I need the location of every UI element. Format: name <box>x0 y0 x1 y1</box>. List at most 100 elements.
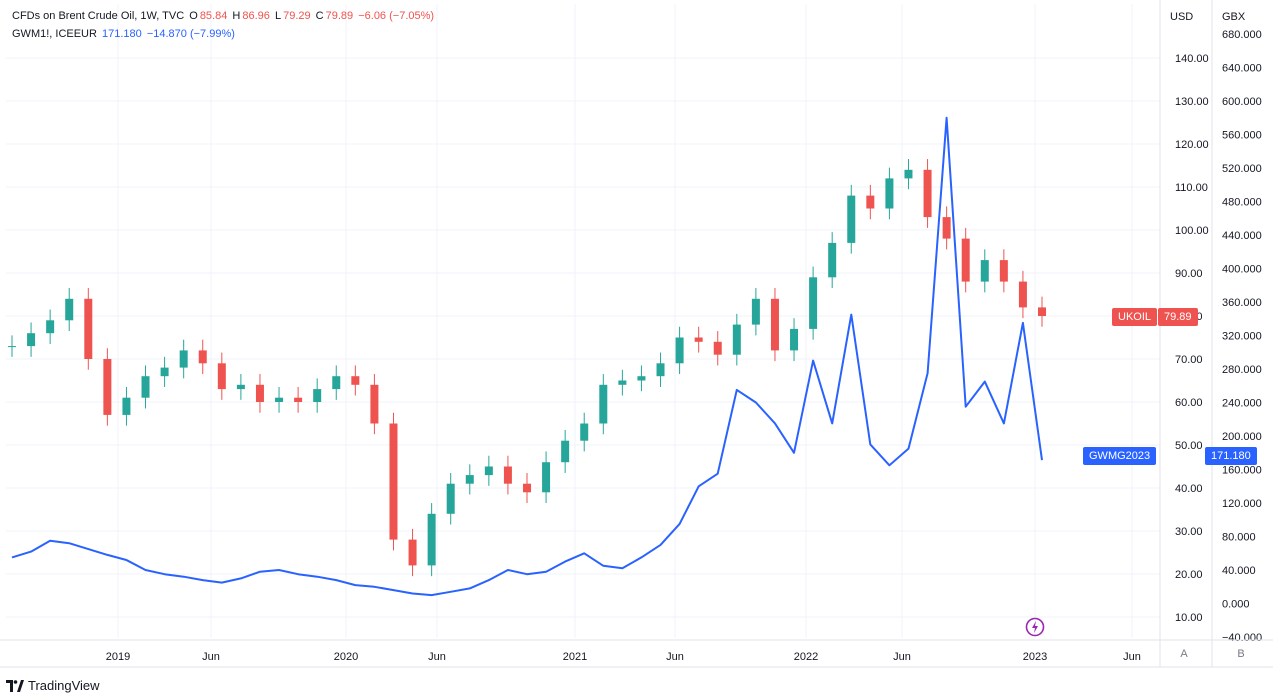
candle-body <box>1018 281 1027 308</box>
candle-body <box>618 380 627 385</box>
candle-body <box>675 337 684 364</box>
candle <box>275 386 284 413</box>
tradingview-logo[interactable]: TradingView <box>6 678 100 693</box>
candle <box>751 288 760 336</box>
candle-body <box>751 298 760 325</box>
gbx-tick-label: 160.000 <box>1222 465 1262 477</box>
legend-h-value: 86.96 <box>242 10 270 22</box>
candle <box>179 339 188 379</box>
candle-body <box>198 350 207 364</box>
gbx-tick-label: 320.000 <box>1222 331 1262 343</box>
candle-body <box>999 260 1008 282</box>
gbx-axis-label: GBX <box>1222 11 1246 23</box>
legend-main: CFDs on Brent Crude Oil, 1W, TVC O 85.84 … <box>12 10 436 22</box>
time-tick-label: 2019 <box>106 651 130 663</box>
candle <box>389 412 398 551</box>
usd-tick-label: 50.00 <box>1175 440 1203 452</box>
candle-body <box>1038 307 1046 316</box>
gbx-tick-label: 40.000 <box>1222 565 1256 577</box>
candle <box>351 365 360 396</box>
candle <box>942 206 951 250</box>
gbx-tick-label: 640.000 <box>1222 63 1262 75</box>
legend-compare-value: 171.180 <box>102 28 142 40</box>
gbx-tick-label: 400.000 <box>1222 264 1262 276</box>
candle-body <box>599 384 608 424</box>
gbx-tick-label: 80.000 <box>1222 532 1256 544</box>
legend-change: −6.06 (−7.05%) <box>358 10 435 22</box>
candle-body <box>217 363 226 390</box>
candle <box>885 167 894 220</box>
candle <box>255 374 264 413</box>
candle <box>732 313 741 366</box>
candle <box>828 232 837 289</box>
candle-body <box>103 359 112 415</box>
usd-tick-label: 40.00 <box>1175 483 1203 495</box>
candle <box>599 374 608 435</box>
candle-body <box>484 466 493 476</box>
candle <box>961 227 970 293</box>
usd-tick-label: 90.00 <box>1175 268 1203 280</box>
usd-axis-label: USD <box>1170 11 1194 23</box>
candle-body <box>160 367 169 377</box>
legend-compare-name: GWM1!, ICEEUR <box>12 28 97 40</box>
time-tick-label: Jun <box>893 651 911 663</box>
candle-body <box>885 178 894 209</box>
gbx-tick-label: 240.000 <box>1222 398 1262 410</box>
candle <box>904 159 913 190</box>
gbx-tick-label: 280.000 <box>1222 364 1262 376</box>
candle-body <box>84 298 93 359</box>
event-icon[interactable] <box>1025 617 1045 637</box>
candle <box>656 352 665 387</box>
usd-tick-label: 70.00 <box>1175 354 1203 366</box>
tradingview-icon <box>6 679 24 692</box>
candle-body <box>923 169 932 218</box>
candle <box>580 412 589 452</box>
time-tick-label: Jun <box>202 651 220 663</box>
time-tick-label: Jun <box>428 651 446 663</box>
candle <box>847 184 856 254</box>
candle <box>27 322 36 357</box>
candle <box>8 335 16 357</box>
candle-body <box>656 363 665 377</box>
candle <box>313 378 322 413</box>
candle-body <box>332 376 341 390</box>
candle-body <box>46 320 55 334</box>
candle-body <box>27 333 36 347</box>
candle-body <box>694 337 703 342</box>
candle <box>542 451 551 504</box>
candle <box>65 288 74 332</box>
candle <box>1018 270 1027 319</box>
candle-body <box>294 397 303 402</box>
gwm-price-value: 171.180 <box>1211 450 1251 462</box>
candle-body <box>389 423 398 540</box>
usd-tick-label: 110.00 <box>1175 182 1208 194</box>
grid <box>6 4 1160 638</box>
candle <box>866 184 875 220</box>
scale-button-b[interactable]: B <box>1237 648 1245 660</box>
candle <box>427 503 436 577</box>
candle-body <box>809 277 818 329</box>
gbx-tick-label: −40.000 <box>1222 632 1262 644</box>
candle <box>103 348 112 426</box>
candle <box>999 249 1008 293</box>
candle-body <box>904 169 913 179</box>
ukoil-tag: UKOIL <box>1112 308 1158 326</box>
scale-button-a[interactable]: A <box>1180 648 1188 660</box>
candle <box>122 386 131 426</box>
candle-body <box>141 376 150 398</box>
candle <box>217 352 226 400</box>
gbx-tick-label: 480.000 <box>1222 197 1262 209</box>
usd-tick-label: 100.00 <box>1175 225 1209 237</box>
candle-body <box>122 397 131 415</box>
candle-body <box>446 483 455 514</box>
candle <box>809 266 818 340</box>
usd-tick-label: 120.00 <box>1175 139 1209 151</box>
candle <box>523 472 531 504</box>
candle-body <box>561 440 570 463</box>
legend-main-name: CFDs on Brent Crude Oil, 1W, TVC <box>12 10 185 22</box>
candle <box>160 356 169 387</box>
usd-tick-label: 10.00 <box>1175 612 1203 624</box>
time-tick-label: 2021 <box>563 651 587 663</box>
